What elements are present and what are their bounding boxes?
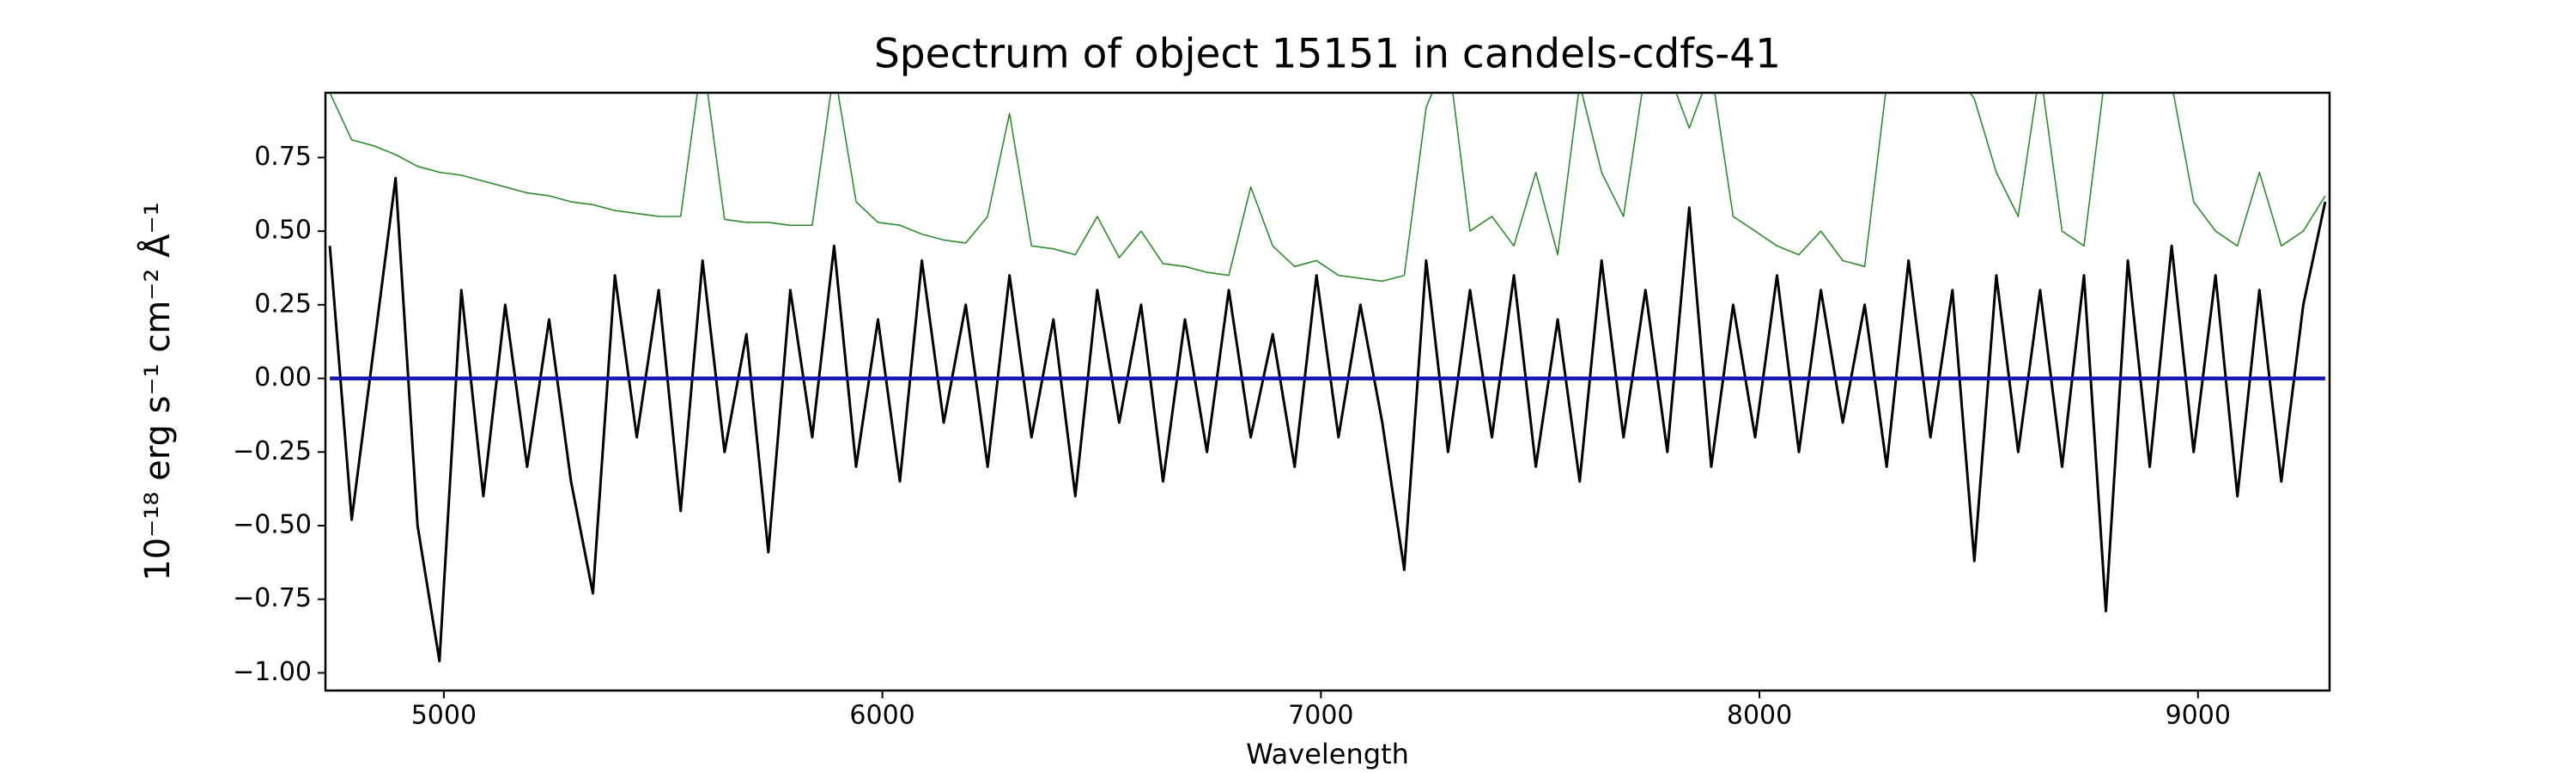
- x-tick-label: 5000: [411, 701, 477, 731]
- chart-title: Spectrum of object 15151 in candels-cdfs…: [874, 31, 1781, 78]
- plot-area: [328, 93, 2327, 663]
- spectrum-line: [329, 93, 2326, 283]
- y-axis-label: 10⁻¹⁸ erg s⁻¹ cm⁻² Å⁻¹: [137, 202, 178, 581]
- y-tick-label: −0.25: [233, 436, 312, 466]
- x-tick-label: 6000: [849, 701, 914, 731]
- plot-frame: [324, 91, 2331, 692]
- y-tick-label: −0.75: [233, 583, 312, 613]
- y-tick-label: 0.75: [254, 142, 312, 172]
- spectrum-line: [328, 176, 2327, 663]
- y-tick-label: −0.50: [233, 510, 312, 540]
- x-tick-label: 9000: [2166, 701, 2231, 731]
- y-tick-label: −1.00: [233, 657, 312, 687]
- y-tick-label: 0.00: [254, 362, 312, 393]
- y-tick-label: 0.25: [254, 289, 312, 319]
- x-axis-label: Wavelength: [1246, 738, 1409, 770]
- x-tick-label: 8000: [1727, 701, 1792, 731]
- x-tick-label: 7000: [1288, 701, 1353, 731]
- y-tick-label: 0.50: [254, 216, 312, 246]
